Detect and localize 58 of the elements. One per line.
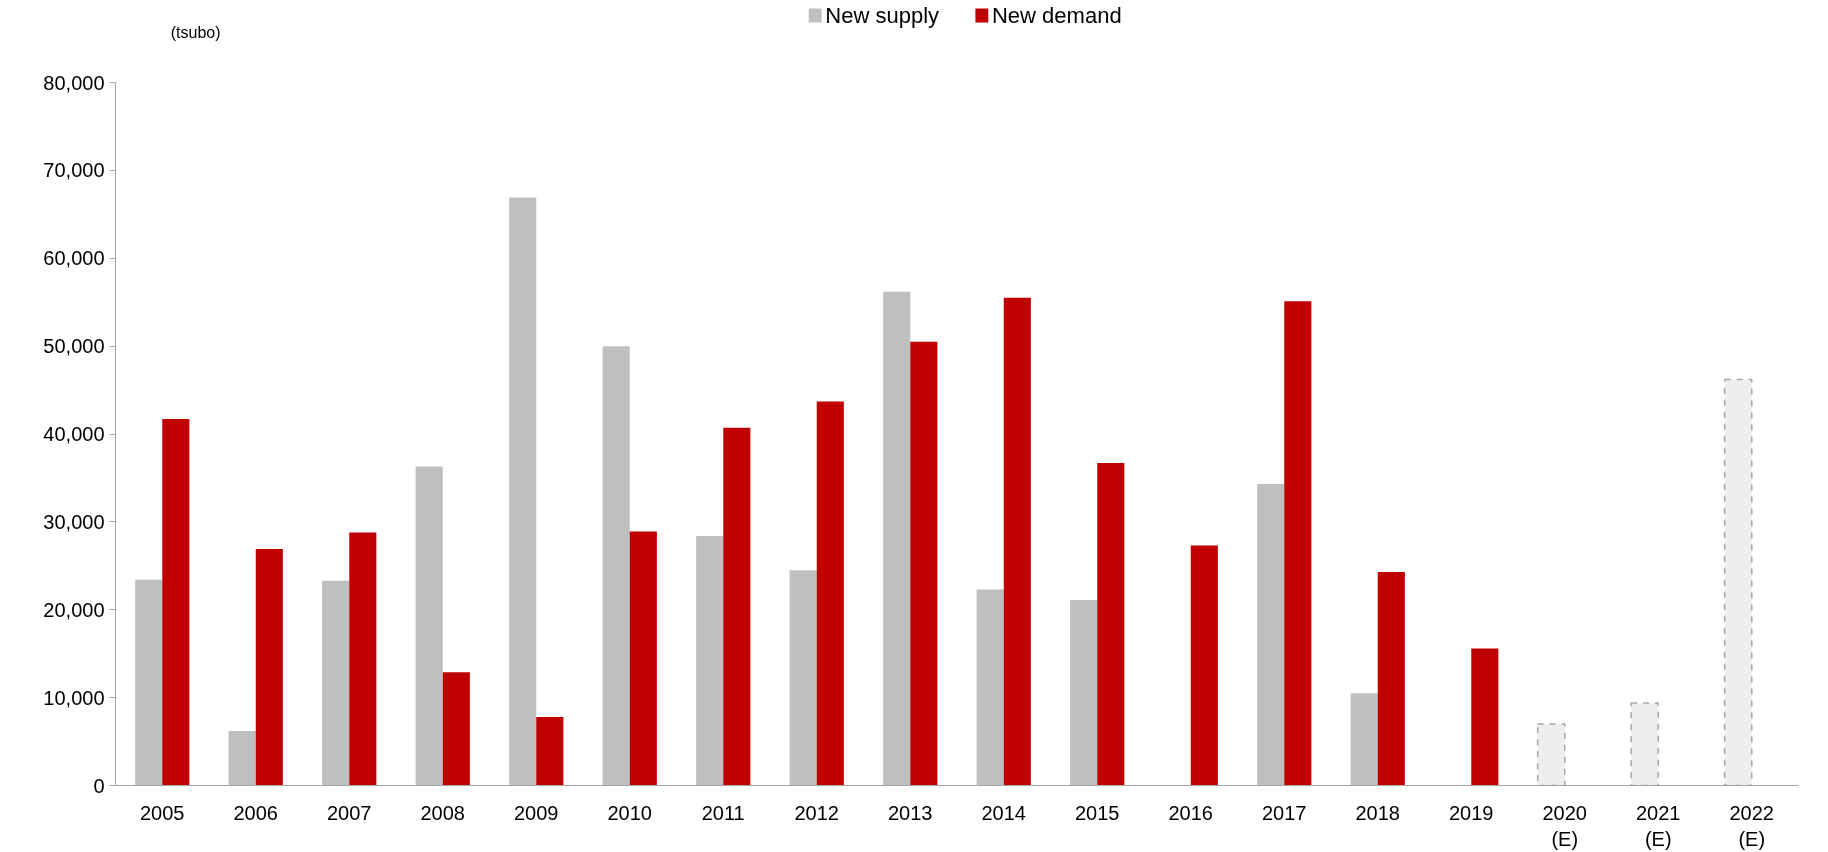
y-tick-label: 20,000 bbox=[43, 598, 105, 621]
bar bbox=[1003, 297, 1031, 786]
bar bbox=[1190, 545, 1218, 786]
bar bbox=[1471, 648, 1499, 786]
y-tick-label: 40,000 bbox=[43, 423, 105, 445]
x-tick-label: 2018 bbox=[1355, 801, 1400, 824]
bar bbox=[910, 341, 938, 786]
bar bbox=[255, 549, 283, 786]
bar bbox=[602, 346, 630, 786]
x-tick-label: 2022 (E) bbox=[1729, 801, 1774, 850]
y-tick-label: 80,000 bbox=[43, 71, 105, 94]
bar bbox=[536, 716, 564, 786]
x-tick-label: 2005 bbox=[140, 801, 185, 824]
bar bbox=[1257, 484, 1285, 786]
bar bbox=[1377, 571, 1405, 786]
bar bbox=[135, 579, 163, 786]
bar bbox=[976, 589, 1004, 786]
x-tick-label: 2016 bbox=[1168, 801, 1213, 824]
x-tick-label: 2007 bbox=[327, 801, 372, 824]
bar bbox=[723, 427, 751, 786]
bar bbox=[1070, 600, 1098, 786]
x-tick-label: 2009 bbox=[514, 801, 559, 824]
bar bbox=[509, 197, 537, 786]
x-tick-label: 2014 bbox=[981, 801, 1026, 824]
bar bbox=[322, 580, 350, 786]
bar bbox=[442, 672, 470, 786]
x-tick-label: 2021 (E) bbox=[1636, 801, 1681, 850]
x-tick-label: 2008 bbox=[420, 801, 465, 824]
bar bbox=[228, 731, 256, 786]
x-tick-label: 2013 bbox=[888, 801, 933, 824]
bar bbox=[696, 535, 724, 786]
y-tick-label: 60,000 bbox=[43, 247, 105, 270]
x-tick-label: 2020 (E) bbox=[1542, 801, 1587, 850]
bar bbox=[789, 570, 817, 786]
bar bbox=[1350, 693, 1378, 786]
y-tick-label: 30,000 bbox=[43, 510, 105, 533]
y-tick-label: 50,000 bbox=[43, 335, 105, 358]
bar bbox=[816, 401, 844, 786]
y-tick-label: 70,000 bbox=[43, 159, 105, 182]
bar bbox=[883, 291, 911, 786]
x-tick-label: 2015 bbox=[1075, 801, 1120, 824]
x-tick-label: 2011 bbox=[701, 801, 745, 824]
legend-label: New supply bbox=[825, 3, 940, 28]
bar bbox=[1097, 463, 1125, 786]
bar bbox=[415, 466, 443, 786]
y-tick-label: 0 bbox=[93, 774, 105, 797]
x-tick-label: 2017 bbox=[1262, 801, 1307, 824]
x-tick-label: 2012 bbox=[794, 801, 839, 824]
y-tick-label: 10,000 bbox=[43, 686, 105, 709]
legend-label: New demand bbox=[991, 3, 1122, 28]
x-tick-label: 2010 bbox=[607, 801, 652, 824]
x-tick-label: 2019 bbox=[1449, 801, 1494, 824]
y-axis-title: (tsubo) bbox=[170, 24, 221, 41]
bar bbox=[349, 532, 377, 786]
x-tick-label: 2006 bbox=[233, 801, 278, 824]
bar bbox=[629, 531, 657, 786]
bar bbox=[162, 419, 190, 786]
bar bbox=[1284, 301, 1312, 786]
